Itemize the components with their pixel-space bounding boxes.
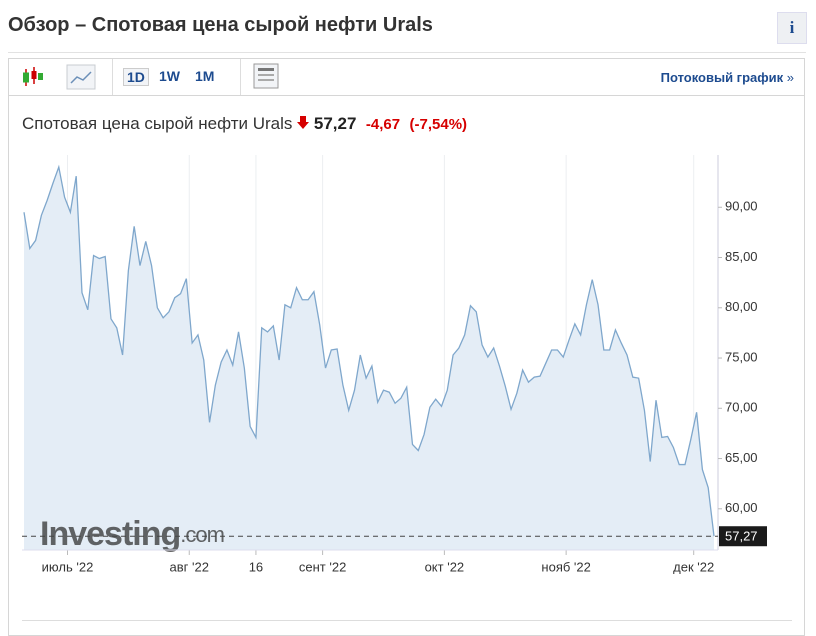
area-fill [24, 167, 714, 550]
quote: Спотовая цена сырой нефти Urals 57,27 -4… [22, 114, 467, 134]
y-tick-label: 80,00 [725, 299, 758, 314]
divider [8, 52, 806, 53]
y-tick-label: 60,00 [725, 500, 758, 515]
x-tick-label: дек '22 [673, 559, 714, 574]
tabs-edge [22, 620, 792, 629]
period-button[interactable]: 1W [159, 68, 180, 84]
stream-arrow[interactable]: » [786, 70, 794, 85]
y-tick-label: 85,00 [725, 249, 758, 264]
toolbar: 1D 1W 1M Потоковый график » [8, 58, 805, 96]
price-marker-box [719, 526, 767, 547]
table-icon[interactable] [253, 63, 283, 93]
quote-change: -4,67 [365, 116, 401, 133]
stream-link[interactable]: Потоковый график » [661, 70, 794, 85]
y-tick-label: 70,00 [725, 400, 758, 415]
x-tick-label: сент '22 [299, 559, 346, 574]
info-button[interactable]: i [777, 12, 807, 44]
stream-link-text[interactable]: Потоковый график [660, 70, 784, 85]
watermark: Investing.com [40, 515, 224, 553]
page-title: Обзор – Спотовая цена сырой нефти Urals [8, 14, 433, 36]
quote-change-pct: (-7,54%) [409, 116, 468, 133]
x-tick-label: окт '22 [425, 559, 465, 574]
period-button[interactable]: 1M [195, 68, 215, 84]
y-tick-label: 65,00 [725, 450, 758, 465]
price-line [23, 164, 715, 537]
x-tick-label: 16 [249, 559, 263, 574]
x-tick-label: июль '22 [42, 559, 94, 574]
down-arrow [297, 116, 310, 129]
period-button[interactable]: 1D [123, 68, 149, 86]
price-marker-label: 57,27 [725, 529, 758, 544]
y-tick-label: 90,00 [725, 199, 758, 214]
watermark-suffix: .com [180, 522, 224, 547]
x-tick-label: авг '22 [170, 559, 209, 574]
quote-name: Спотовая цена сырой нефти Urals [22, 114, 293, 133]
quote-price: 57,27 [313, 114, 357, 133]
y-tick-label: 75,00 [725, 349, 758, 364]
chart-type-icons[interactable] [9, 59, 119, 95]
x-tick-label: нояб '22 [541, 559, 590, 574]
